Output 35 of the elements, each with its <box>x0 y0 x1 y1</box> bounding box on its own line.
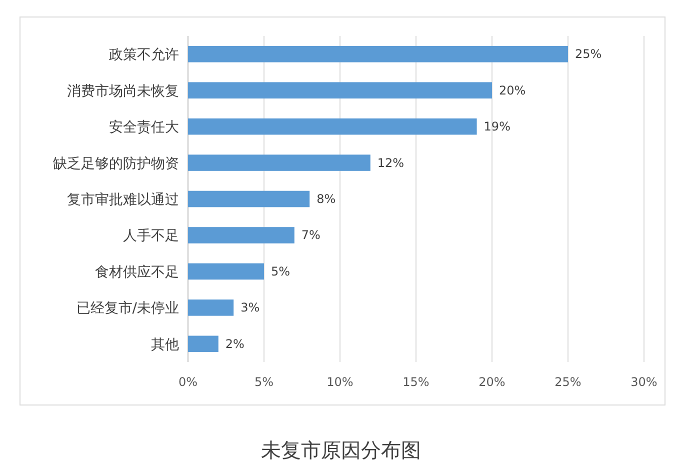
bar <box>188 336 218 352</box>
x-tick-label: 15% <box>402 375 430 389</box>
data-label: 12% <box>377 156 404 170</box>
x-tick-label: 30% <box>630 375 658 389</box>
data-label: 25% <box>575 47 602 62</box>
data-label: 20% <box>499 83 526 98</box>
bar <box>188 227 294 244</box>
bar <box>188 154 370 171</box>
bar <box>188 190 310 208</box>
x-tick-label: 5% <box>254 375 274 389</box>
data-label: 2% <box>225 336 244 351</box>
y-tick-label: 食材供应不足 <box>95 264 179 280</box>
y-tick-label: 已经复市/未停业 <box>76 300 179 317</box>
x-tick-label: 25% <box>554 375 582 389</box>
y-tick-label: 人手不足 <box>123 228 179 244</box>
data-label: 7% <box>301 228 320 242</box>
bar <box>188 118 477 135</box>
y-tick-label: 消费市场尚未恢复 <box>67 83 179 100</box>
y-tick-label: 其他 <box>151 336 179 353</box>
x-tick-label: 20% <box>478 375 506 389</box>
bar <box>188 300 234 316</box>
data-label: 3% <box>240 300 260 315</box>
data-label: 8% <box>316 192 336 206</box>
data-label: 5% <box>271 264 290 278</box>
y-tick-label: 缺乏足够的防护物资 <box>53 156 179 172</box>
x-tick-label: 0% <box>178 375 198 389</box>
y-tick-label: 安全责任大 <box>109 120 179 136</box>
bar <box>188 82 492 98</box>
bar <box>188 46 568 62</box>
y-tick-label: 复市审批难以通过 <box>67 192 179 208</box>
data-label: 19% <box>484 120 510 134</box>
text: 未复市原因分布图 <box>261 438 421 462</box>
bar <box>188 263 264 280</box>
x-tick-label: 10% <box>326 375 354 389</box>
y-tick-label: 政策不允许 <box>109 47 179 64</box>
